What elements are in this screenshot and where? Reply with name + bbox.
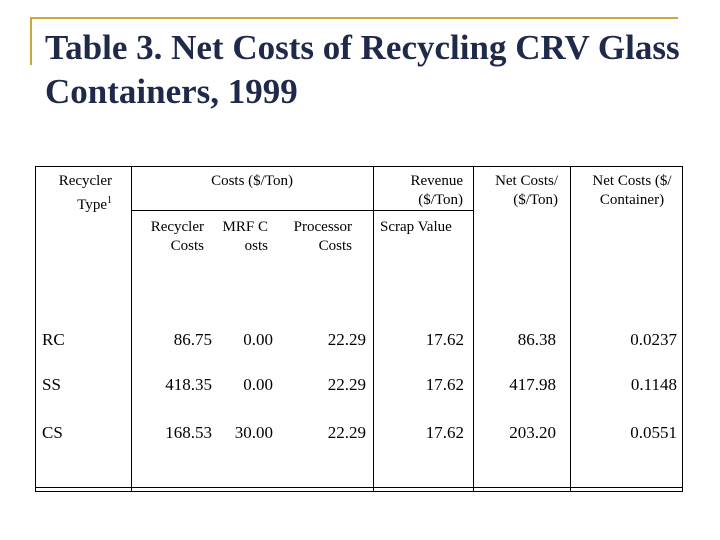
table-cell: 86.38	[517, 330, 556, 349]
rule	[373, 166, 374, 492]
header-cell: Net Costs/ ($/Ton)	[495, 173, 558, 208]
table-cell: 17.62	[425, 423, 464, 442]
rule	[131, 210, 473, 211]
header-cell: Recycler Type1	[40, 172, 112, 215]
table-cell: 417.98	[509, 375, 556, 394]
header-cell: Costs ($/Ton)	[211, 173, 293, 189]
header-cell: Processor Costs	[293, 219, 352, 254]
rule	[35, 491, 682, 492]
table-cell: 17.62	[425, 330, 464, 349]
rule	[35, 487, 682, 488]
table-cell: 0.1148	[630, 375, 677, 394]
header-cell: Revenue ($/Ton)	[410, 173, 463, 208]
accent-top	[30, 17, 678, 19]
table-cell: 86.75	[173, 330, 212, 349]
rule	[131, 166, 132, 492]
row-label: CS	[42, 423, 63, 442]
header-text: Recycler Type	[58, 173, 112, 213]
table-cell: 22.29	[327, 375, 366, 394]
row-label: RC	[42, 330, 65, 349]
header-cell: Net Costs ($/Container)	[592, 173, 672, 208]
rule	[35, 166, 682, 167]
table-cell: 0.0551	[630, 423, 677, 442]
accent-left	[30, 17, 32, 65]
title: Table 3. Net Costs of Recycling CRV Glas…	[45, 28, 680, 111]
rule	[570, 166, 571, 492]
header-cell: Recycler Costs	[150, 219, 204, 254]
header-cell: MRF Costs	[222, 219, 268, 254]
table-cell: 22.29	[327, 423, 366, 442]
table-cell: 203.20	[509, 423, 556, 442]
footnote-mark: 1	[107, 195, 112, 206]
table-cell: 0.00	[243, 330, 273, 349]
table-cell: 0.00	[243, 375, 273, 394]
table-cell: 22.29	[327, 330, 366, 349]
rule	[682, 166, 683, 492]
row-label: SS	[42, 375, 61, 394]
table-cell: 17.62	[425, 375, 464, 394]
table-cell: 168.53	[165, 423, 212, 442]
table-cell: 30.00	[234, 423, 273, 442]
header-cell: Scrap Value	[380, 219, 452, 235]
table-cell: 0.0237	[630, 330, 677, 349]
rule	[473, 166, 474, 492]
table-cell: 418.35	[165, 375, 212, 394]
rule	[35, 166, 36, 492]
